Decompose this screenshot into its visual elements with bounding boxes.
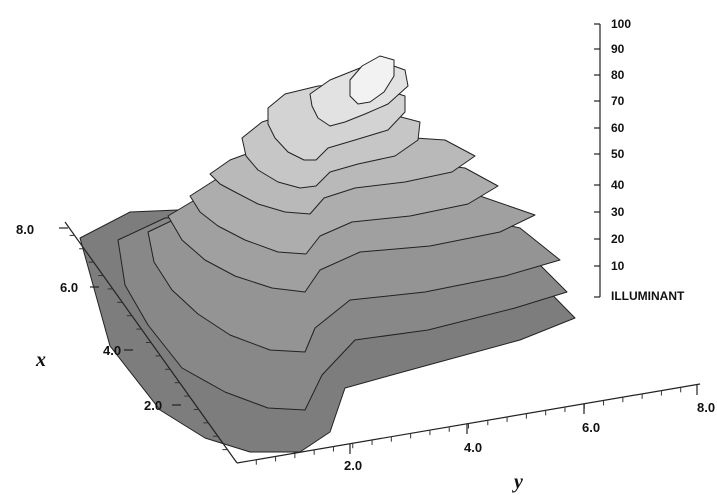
x-tick-label: 4.0 — [103, 343, 121, 358]
color-scale-tick-label: 10 — [611, 259, 625, 273]
x-tick-label: 2.0 — [144, 398, 162, 413]
color-scale-tick-label: 70 — [611, 94, 625, 108]
color-scale-tick-label: 40 — [611, 178, 625, 192]
color-scale: 100 90 80 70 60 50 40 30 20 10 ILLUMINAN… — [594, 17, 685, 303]
y-tick-label: 2.0 — [344, 458, 362, 473]
y-tick-label: 8.0 — [697, 400, 715, 415]
axes: 2.0 4.0 6.0 8.0 2.0 4.0 6.0 8.0 x y — [16, 221, 715, 493]
color-scale-tick-label: 50 — [611, 147, 625, 161]
color-scale-tick-label: 30 — [611, 205, 625, 219]
color-scale-title: ILLUMINANT — [611, 289, 685, 303]
x-axis-title: x — [35, 349, 46, 371]
y-axis-title: y — [512, 471, 523, 493]
color-scale-tick-label: 20 — [611, 232, 625, 246]
x-tick-label: 6.0 — [60, 280, 78, 295]
color-scale-tick-label: 80 — [611, 68, 625, 82]
color-scale-tick-label: 90 — [611, 42, 625, 56]
surface-contour-band-90 — [349, 55, 395, 105]
color-scale-ticks — [594, 23, 600, 298]
y-tick-label: 4.0 — [464, 440, 482, 455]
x-axis-minor-ticks — [69, 234, 228, 451]
surface-terraces — [79, 55, 576, 453]
color-scale-tick-label: 100 — [611, 17, 631, 31]
x-tick-label: 8.0 — [16, 222, 34, 237]
y-tick-label: 6.0 — [582, 420, 600, 435]
color-scale-tick-label: 60 — [611, 121, 625, 135]
